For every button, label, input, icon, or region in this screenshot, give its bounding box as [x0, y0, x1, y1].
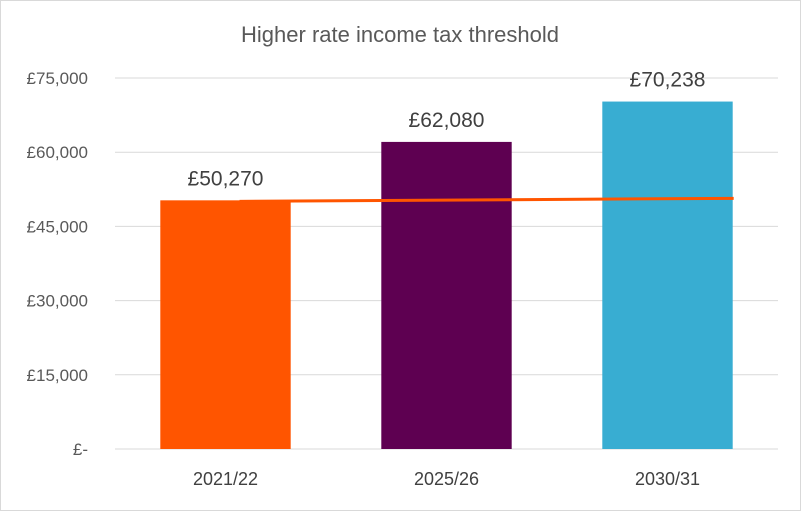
x-tick-label: 2021/22 — [193, 469, 258, 489]
y-tick-label: £- — [73, 440, 88, 459]
x-axis-categories: 2021/22 2025/26 2030/31 — [193, 469, 700, 489]
y-tick-label: £60,000 — [27, 143, 88, 162]
data-label: £62,080 — [409, 109, 485, 132]
data-label: £50,270 — [188, 167, 264, 190]
bars — [160, 101, 733, 449]
x-tick-label: 2025/26 — [414, 469, 479, 489]
bar — [381, 141, 512, 449]
y-tick-label: £30,000 — [27, 292, 88, 311]
y-tick-label: £15,000 — [27, 366, 88, 385]
reference-line — [239, 196, 734, 203]
data-labels: £50,270 £62,080 £70,238 — [188, 69, 706, 191]
bar — [602, 101, 733, 449]
y-axis-ticks: £- £15,000 £30,000 £45,000 £60,000 £75,000 — [27, 69, 88, 459]
data-label: £70,238 — [630, 69, 706, 92]
y-tick-label: £45,000 — [27, 217, 88, 236]
y-tick-label: £75,000 — [27, 69, 88, 88]
chart-title: Higher rate income tax threshold — [241, 22, 559, 47]
x-tick-label: 2030/31 — [635, 469, 700, 489]
bar — [160, 200, 291, 449]
reference-line-layer — [239, 196, 734, 203]
